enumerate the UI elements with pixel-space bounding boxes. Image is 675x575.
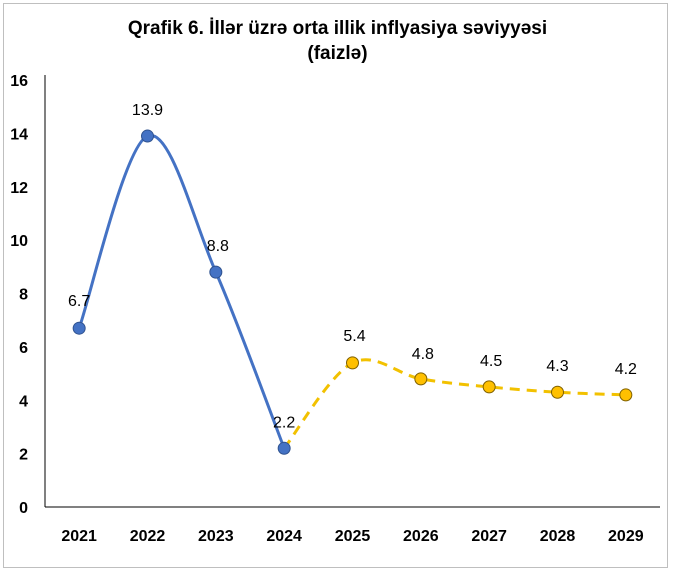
y-tick-label: 4 (19, 393, 28, 410)
data-label: 4.3 (546, 358, 568, 375)
y-tick-label: 12 (10, 180, 28, 197)
chart-title-line-1: Qrafik 6. İllər üzrə orta illik inflyasi… (127, 18, 548, 39)
chart-title: Qrafik 6. İllər üzrə orta illik inflyasi… (0, 16, 675, 66)
data-label: 8.8 (207, 238, 229, 255)
x-tick-label: 2026 (403, 528, 439, 545)
actual-data-point (141, 129, 154, 143)
x-tick-label: 2024 (266, 528, 302, 545)
forecast-data-point (346, 356, 359, 370)
data-label: 4.2 (615, 361, 637, 378)
x-tick-label: 2029 (608, 528, 644, 545)
x-tick-label: 2022 (130, 528, 166, 545)
y-tick-label: 14 (10, 126, 28, 143)
y-tick-label: 0 (19, 500, 28, 517)
chart-frame (3, 3, 668, 568)
actual-data-point (277, 441, 291, 455)
actual-data-point (209, 265, 223, 279)
data-labels: 6.7 13.9 8.8 2.2 5.4 4.8 4.5 4.3 4.2 (68, 102, 637, 431)
y-tick-label: 6 (19, 340, 28, 357)
actual-series-line (77, 134, 286, 449)
x-tick-label: 2021 (61, 528, 97, 545)
data-label: 4.8 (412, 346, 434, 363)
forecast-data-point (482, 380, 496, 394)
x-tick-label: 2025 (335, 528, 371, 545)
y-tick-label: 8 (19, 287, 28, 304)
chart-title-line-2: (faizlə) (307, 43, 368, 64)
data-label: 5.4 (343, 328, 365, 345)
y-tick-label: 16 (10, 73, 28, 90)
axes: 0 2 4 6 8 10 12 14 16 2021 2022 2023 2024 2025 2026 202… (10, 73, 660, 545)
data-label: 13.9 (132, 102, 163, 119)
y-tick-label: 2 (19, 447, 28, 464)
forecast-data-point (414, 372, 428, 386)
actual-data-point (72, 321, 86, 335)
x-tick-label: 2023 (198, 528, 234, 545)
forecast-data-point (551, 385, 564, 399)
series-lines (77, 134, 626, 450)
data-label: 6.7 (68, 293, 90, 310)
series-points (72, 129, 633, 455)
x-tick-label: 2028 (540, 528, 576, 545)
forecast-data-point (619, 388, 633, 402)
y-tick-label: 10 (10, 233, 28, 250)
forecast-series-line (282, 358, 626, 450)
x-tick-label: 2027 (471, 528, 507, 545)
data-label: 4.5 (480, 353, 502, 370)
data-label: 2.2 (273, 414, 295, 431)
